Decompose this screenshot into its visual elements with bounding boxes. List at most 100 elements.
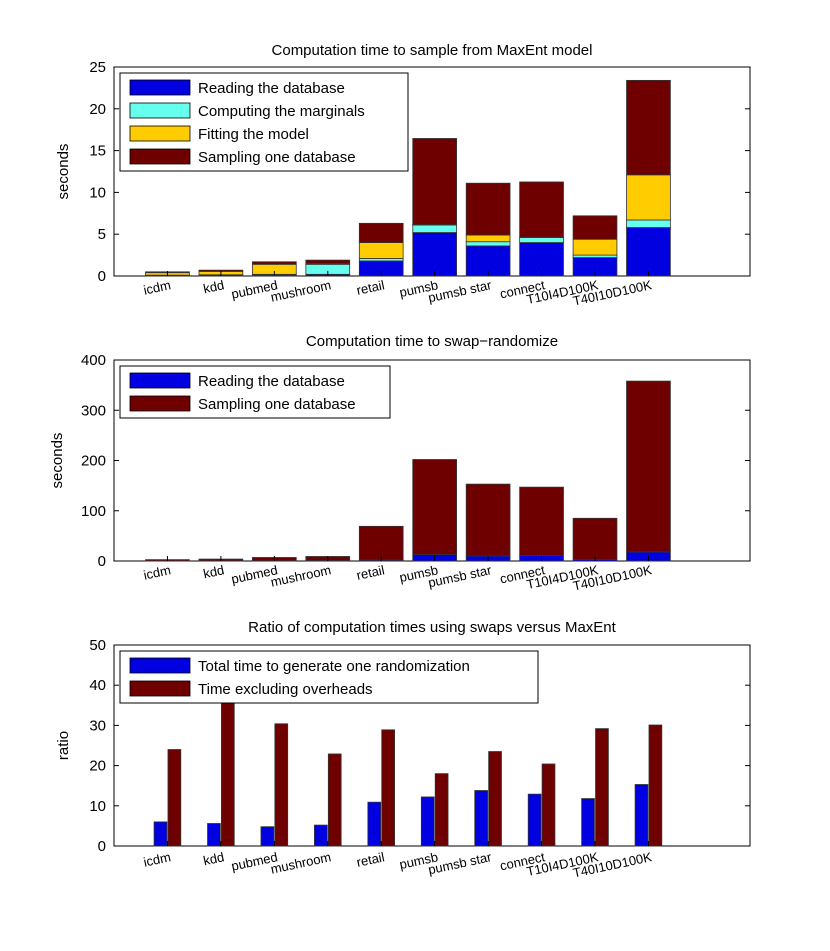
legend: Reading the database Computing the margin… [119,72,409,172]
bar-segment [626,79,671,176]
bar [207,823,221,847]
x-tick-label: retail [355,849,386,870]
y-axis-label: seconds [55,144,72,200]
bar-segment [626,227,671,277]
y-tick-label: 25 [89,59,106,76]
bar-segment [358,222,404,243]
bar-segment [305,259,351,264]
bar-segment [412,232,457,277]
chart-title: Ratio of computation times using swaps v… [248,619,616,636]
bar [167,749,182,847]
x-tick-label: retail [355,562,386,583]
y-tick-label: 400 [81,352,106,369]
legend: Reading the database Sampling one databas… [119,365,391,419]
legend-label: Computing the marginals [198,103,365,120]
y-axis-label: seconds [49,433,66,489]
legend-label: Total time to generate one randomization [198,658,470,675]
y-tick-label: 40 [89,677,106,694]
legend-swatch [129,125,191,142]
bar-segment [519,486,564,556]
y-tick-label: 0 [98,838,106,855]
y-tick-label: 10 [89,798,106,815]
y-tick-label: 5 [98,226,106,243]
bar [474,790,488,847]
bar [648,724,663,847]
y-tick-label: 20 [89,101,106,118]
bar [434,773,449,847]
legend-label: Reading the database [198,80,345,97]
y-axis-label: ratio [55,731,72,760]
x-tick-label: icdm [142,849,172,869]
bar-segment [519,237,564,243]
bar [381,729,395,847]
legend: Total time to generate one randomization… [119,650,539,704]
legend-swatch [129,680,191,697]
bar-segment [412,138,457,225]
bar-segment [465,483,511,557]
bar-segment [519,242,564,277]
x-tick-label: mushroom [269,562,332,589]
legend-swatch [129,372,191,389]
bar-segment [626,380,671,553]
chart-1: Computation time to sample from MaxEnt m… [55,42,751,309]
legend-swatch [129,79,191,96]
bar [581,798,595,847]
y-tick-label: 0 [98,553,106,570]
legend-label: Reading the database [198,373,345,390]
bar [527,793,542,847]
x-tick-label: icdm [142,562,172,582]
y-tick-label: 0 [98,268,106,285]
legend-swatch [129,657,191,674]
bar [595,728,609,847]
bar-segment [465,182,511,236]
legend-swatch [129,102,191,119]
x-tick-label: kdd [202,277,226,296]
bar-segment [465,234,511,243]
x-tick-label: kdd [202,562,226,581]
y-tick-label: 300 [81,402,106,419]
y-tick-label: 30 [89,717,106,734]
bar-segment [572,238,618,256]
y-tick-label: 50 [89,637,106,654]
x-tick-label: retail [355,277,386,298]
bar-segment [412,224,457,233]
y-tick-label: 100 [81,503,106,520]
x-tick-label: mushroom [269,277,332,304]
chart-title: Computation time to sample from MaxEnt m… [272,42,593,59]
x-tick-label: mushroom [269,849,332,876]
bar-segment [626,174,671,221]
bar [153,821,168,847]
bar [327,753,342,847]
bar [314,824,328,847]
bar [420,796,435,847]
chart-2: Computation time to swap−randomize second… [49,333,751,594]
x-tick-label: icdm [142,277,172,297]
bar-segment [358,525,404,561]
y-tick-label: 200 [81,453,106,470]
chart-title: Computation time to swap−randomize [306,333,558,350]
bar [367,801,382,847]
legend-label: Fitting the model [198,126,309,143]
bar [260,826,275,847]
bar-segment [626,219,671,228]
y-tick-label: 15 [89,143,106,160]
legend-label: Time excluding overheads [198,681,373,698]
x-tick-label: kdd [202,849,226,868]
bar [541,763,556,847]
bar-segment [572,215,618,240]
y-tick-label: 10 [89,184,106,201]
y-tick-label: 20 [89,758,106,775]
bar-segment [252,261,297,265]
legend-swatch [129,148,191,165]
chart-3: Ratio of computation times using swaps v… [55,619,751,881]
bar-segment [519,181,564,238]
bar-segment [465,241,511,247]
bar-segment [572,517,618,560]
bar [221,700,235,847]
bar [634,784,649,847]
bar-segment [358,242,404,259]
bar [274,723,289,847]
legend-label: Sampling one database [198,149,356,166]
bar-segment [412,459,457,555]
